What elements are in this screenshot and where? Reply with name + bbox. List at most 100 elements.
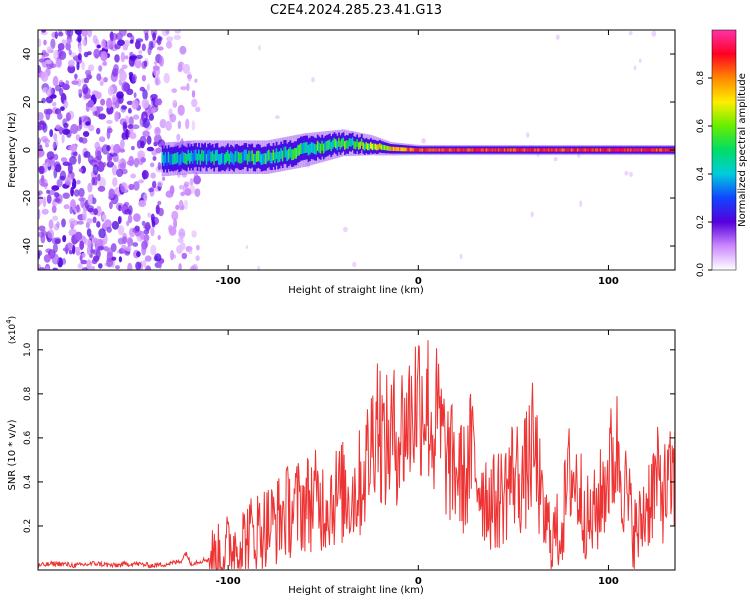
spectrogram-noise-cell bbox=[122, 121, 128, 133]
spectrogram-noise-cell bbox=[62, 83, 70, 91]
spectrogram-ridge-core bbox=[359, 141, 362, 149]
spectrogram-noise-cell bbox=[154, 126, 161, 136]
spectrogram-noise-cell bbox=[46, 151, 55, 160]
spectrogram-noise-cell bbox=[163, 72, 170, 84]
spectrogram-noise-cell bbox=[53, 168, 58, 179]
spectrogram-ridge-core bbox=[271, 152, 273, 164]
spectrogram-noise-cell bbox=[54, 192, 60, 198]
spectrogram-noise-cell bbox=[97, 173, 101, 182]
spectrogram-noise-cell bbox=[132, 242, 139, 247]
spectrogram-ridge-core bbox=[233, 154, 235, 165]
spectrogram-noise-cell bbox=[98, 228, 106, 239]
spectrogram-x-tick-label: -100 bbox=[216, 276, 241, 287]
spectrogram-ridge-core bbox=[484, 148, 486, 152]
spectrogram-noise-cell bbox=[191, 230, 197, 238]
spectrogram-ridge-core bbox=[313, 143, 316, 155]
spectrogram-ridge-core bbox=[473, 148, 476, 152]
spectrogram-ridge-core bbox=[481, 148, 483, 152]
spectrogram-ridge-core bbox=[604, 148, 607, 152]
spectrogram-noise-cell bbox=[157, 200, 162, 206]
spectrogram-ridge-core bbox=[295, 147, 298, 159]
spectrogram-noise-cell bbox=[92, 216, 97, 224]
spectrogram-noise-cell bbox=[41, 97, 46, 104]
spectrogram-ridge-core bbox=[639, 148, 642, 152]
spectrogram-noise-cell bbox=[58, 50, 67, 60]
spectrogram-noise-cell bbox=[186, 83, 190, 92]
spectrogram-noise-cell bbox=[43, 254, 51, 263]
spectrogram-noise-cell bbox=[639, 58, 642, 63]
spectrogram-noise-cell bbox=[138, 200, 147, 208]
spectrogram-noise-cell bbox=[87, 239, 92, 250]
spectrogram-ridge-core bbox=[389, 146, 392, 151]
spectrogram-ridge-core bbox=[236, 150, 238, 162]
spectrogram-noise-cell bbox=[175, 204, 180, 210]
spectrogram-noise-cell bbox=[96, 221, 101, 228]
spectrogram-noise-cell bbox=[85, 69, 92, 76]
spectrogram-noise-cell bbox=[70, 123, 79, 135]
spectrogram-noise-cell bbox=[93, 255, 100, 262]
spectrogram-ridge-core bbox=[569, 148, 572, 152]
spectrogram-ridge-core bbox=[345, 140, 348, 149]
spectrogram-noise-cell bbox=[186, 74, 193, 80]
snr-y-tick-label: 0.8 bbox=[23, 386, 33, 401]
spectrogram-noise-cell bbox=[132, 227, 140, 233]
spectrogram-ridge-core bbox=[411, 147, 413, 152]
spectrogram-ridge-core bbox=[567, 148, 570, 152]
snr-frame bbox=[37, 329, 676, 571]
spectrogram-ridge-core bbox=[614, 148, 617, 152]
spectrogram-ridge-core bbox=[377, 144, 380, 150]
spectrogram-noise-cell bbox=[65, 41, 71, 51]
spectrogram-ridge-core bbox=[300, 143, 302, 154]
spectrogram-ridge-core bbox=[324, 141, 327, 152]
spectrogram-noise-cell bbox=[138, 49, 143, 55]
spectrogram-noise-cell bbox=[245, 245, 249, 249]
spectrogram-ridge-core bbox=[392, 146, 395, 151]
spectrogram-ridge-core bbox=[172, 154, 174, 165]
spectrogram-ridge-core bbox=[605, 148, 608, 152]
spectrogram-ridge-core bbox=[383, 145, 386, 151]
spectrogram-noise-cell bbox=[114, 54, 120, 63]
spectrogram-ridge-core bbox=[663, 148, 666, 152]
spectrogram-noise-cell bbox=[71, 80, 79, 85]
spectrogram-ridge-core bbox=[184, 153, 187, 164]
spectrogram-ridge-core bbox=[500, 148, 503, 152]
spectrogram-ridge-core bbox=[657, 148, 660, 152]
spectrogram-noise-cell bbox=[77, 263, 83, 269]
spectrogram-noise-cell bbox=[57, 31, 64, 37]
spectrogram-noise-cell bbox=[257, 265, 261, 270]
spectrogram-noise-cell bbox=[162, 176, 166, 181]
spectrogram-ridge-core bbox=[444, 148, 447, 152]
spectrogram-ridge-core bbox=[628, 148, 631, 152]
spectrogram-noise-cell bbox=[119, 30, 127, 37]
spectrogram-noise-cell bbox=[147, 212, 151, 218]
spectrogram-ridge-core bbox=[525, 148, 527, 152]
spectrogram-ridge-core bbox=[519, 148, 521, 152]
spectrogram-noise-cell bbox=[116, 91, 124, 99]
spectrogram-ridge-core bbox=[379, 143, 381, 149]
spectrogram-noise-cell bbox=[47, 229, 55, 239]
spectrogram-ridge-core bbox=[666, 148, 669, 152]
spectrogram-noise-cell bbox=[76, 220, 84, 225]
snr-x-label: Height of straight line (km) bbox=[288, 585, 424, 596]
spectrogram-noise-cell bbox=[171, 88, 177, 93]
spectrogram-noise-cell bbox=[154, 98, 159, 107]
spectrogram-noise-cell bbox=[151, 108, 156, 114]
spectrogram-ridge-core bbox=[281, 150, 284, 162]
spectrogram-noise-cell bbox=[127, 262, 133, 270]
spectrogram-noise-cell bbox=[131, 124, 140, 130]
spectrogram-ridge-core bbox=[316, 140, 319, 151]
spectrogram-noise-cell bbox=[51, 185, 60, 191]
spectrogram-noise-cell bbox=[38, 124, 42, 131]
spectrogram-ridge-core bbox=[494, 148, 497, 152]
colorbar-gradient bbox=[711, 29, 737, 271]
spectrogram-noise-cell bbox=[75, 250, 81, 256]
spectrogram-noise-cell bbox=[177, 237, 184, 243]
spectrogram-ridge-core bbox=[443, 148, 445, 152]
spectrogram-noise-cell bbox=[106, 97, 112, 109]
spectrogram-ridge-core bbox=[595, 148, 597, 152]
spectrogram-noise-cell bbox=[127, 214, 133, 224]
spectrogram-noise-cell bbox=[169, 185, 175, 195]
spectrogram-noise-cell bbox=[109, 31, 114, 42]
spectrogram-ridge-core bbox=[325, 141, 328, 151]
spectrogram-ridge-core bbox=[230, 151, 232, 163]
